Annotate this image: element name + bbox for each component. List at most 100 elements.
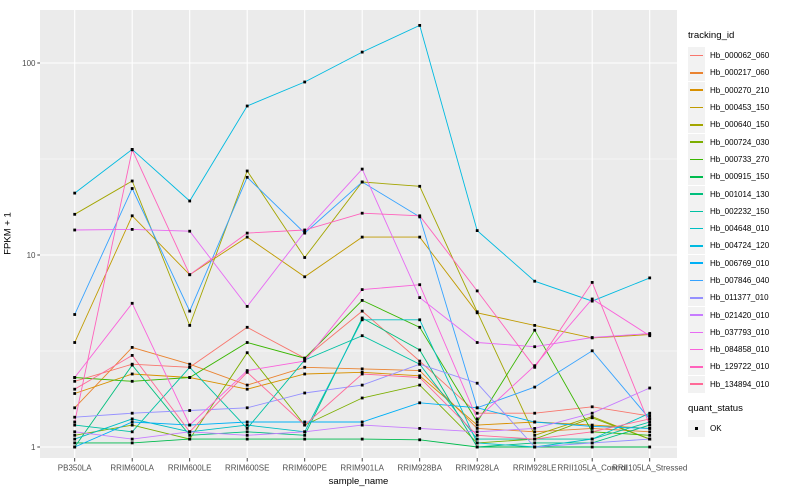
- data-point: [245, 433, 249, 437]
- data-point: [130, 411, 134, 415]
- data-point: [245, 370, 249, 374]
- plot-panel: [40, 10, 677, 458]
- legend: tracking_id Hb_000062_060 Hb_000217_060 Hb…: [688, 30, 800, 438]
- legend-key: [688, 254, 705, 272]
- data-point: [533, 437, 537, 441]
- line-swatch-icon: [690, 383, 703, 386]
- legend-item-label: Hb_021420_010: [710, 310, 770, 320]
- data-point: [245, 369, 249, 372]
- data-point: [360, 318, 364, 322]
- legend-item-label: Hb_000724_030: [710, 137, 770, 147]
- data-point: [130, 187, 134, 190]
- legend-item: Hb_004648_010: [688, 220, 800, 238]
- data-point: [418, 325, 422, 329]
- data-point: [360, 288, 364, 291]
- data-point: [73, 420, 77, 424]
- legend-item: Hb_000915_150: [688, 168, 800, 186]
- legend-item-label: Hb_000217_060: [710, 68, 770, 78]
- data-point: [360, 396, 364, 400]
- legend-key: [688, 358, 705, 376]
- legend-key: [688, 168, 705, 186]
- data-point: [533, 441, 537, 445]
- line-swatch-icon: [690, 262, 703, 264]
- data-point: [188, 273, 192, 277]
- data-point: [648, 423, 652, 427]
- data-point: [130, 346, 134, 349]
- data-point: [590, 445, 594, 449]
- data-point: [73, 441, 77, 445]
- legend-item-label: Hb_084858_010: [710, 345, 770, 355]
- data-point: [360, 316, 364, 320]
- data-point: [648, 445, 652, 449]
- data-point: [73, 445, 77, 449]
- data-point: [360, 309, 364, 313]
- legend-item-label: Hb_000640_150: [710, 120, 770, 130]
- line-swatch-icon: [690, 314, 703, 316]
- data-point: [360, 437, 364, 441]
- x-tick-label: PB350LA: [58, 464, 92, 473]
- data-point: [648, 334, 652, 338]
- data-point: [475, 406, 479, 410]
- data-point: [360, 334, 364, 338]
- data-point: [303, 391, 307, 395]
- legend-key: [688, 323, 705, 341]
- line-swatch-icon: [690, 54, 703, 57]
- data-point: [245, 387, 249, 391]
- data-point: [360, 235, 364, 239]
- legend-key: [688, 341, 705, 359]
- line-swatch-icon: [690, 245, 703, 247]
- data-point: [130, 228, 134, 231]
- data-point: [303, 365, 307, 369]
- data-point: [73, 191, 77, 195]
- data-point: [188, 324, 192, 327]
- x-tick-label: RRII105LA_Stressed: [612, 464, 687, 473]
- legend-item-label: Hb_001014_130: [710, 189, 770, 199]
- data-point: [418, 24, 422, 27]
- legend-item-label: Hb_134894_010: [710, 379, 770, 389]
- data-point: [648, 427, 652, 430]
- data-point: [648, 332, 652, 335]
- x-tick-label: RRIM600LA: [110, 464, 154, 473]
- data-point: [475, 381, 479, 385]
- legend-item: Hb_037793_010: [688, 323, 800, 341]
- data-point: [188, 365, 192, 369]
- data-point: [533, 427, 537, 430]
- legend-key: [688, 81, 705, 99]
- legend-key: [688, 185, 705, 203]
- data-point: [303, 356, 307, 360]
- data-point: [245, 420, 249, 424]
- data-point: [188, 437, 192, 441]
- data-point: [360, 372, 364, 376]
- data-point: [648, 414, 652, 418]
- legend-item-label: Hb_000453_150: [710, 103, 770, 113]
- line-swatch-icon: [690, 348, 703, 351]
- data-point: [130, 420, 134, 424]
- data-point: [475, 430, 479, 434]
- legend-key: [688, 116, 705, 134]
- legend-item-label: Hb_007846_040: [710, 276, 770, 285]
- data-point: [245, 175, 249, 179]
- legend-title-tracking-id: tracking_id: [688, 30, 735, 41]
- legend-item: Hb_004724_120: [688, 237, 800, 255]
- legend-item: Hb_021420_010: [688, 306, 800, 324]
- data-point: [303, 430, 307, 434]
- legend-key: [688, 375, 705, 393]
- data-point: [475, 341, 479, 344]
- data-point: [130, 417, 134, 421]
- line-swatch-icon: [690, 210, 703, 213]
- data-point: [245, 351, 249, 355]
- legend-item-label: Hb_004648_010: [710, 224, 770, 234]
- data-point: [418, 214, 422, 218]
- data-point: [533, 328, 537, 332]
- data-point: [533, 433, 537, 437]
- x-tick-label: RRII105LA_Control: [558, 464, 628, 473]
- data-point: [188, 199, 192, 203]
- y-tick-label: 100: [22, 59, 36, 68]
- data-point: [245, 406, 249, 410]
- legend-item-label: Hb_000733_270: [710, 154, 770, 164]
- data-point: [73, 341, 77, 344]
- data-point: [130, 363, 134, 367]
- line-swatch-icon: [690, 175, 703, 178]
- data-point: [475, 445, 479, 449]
